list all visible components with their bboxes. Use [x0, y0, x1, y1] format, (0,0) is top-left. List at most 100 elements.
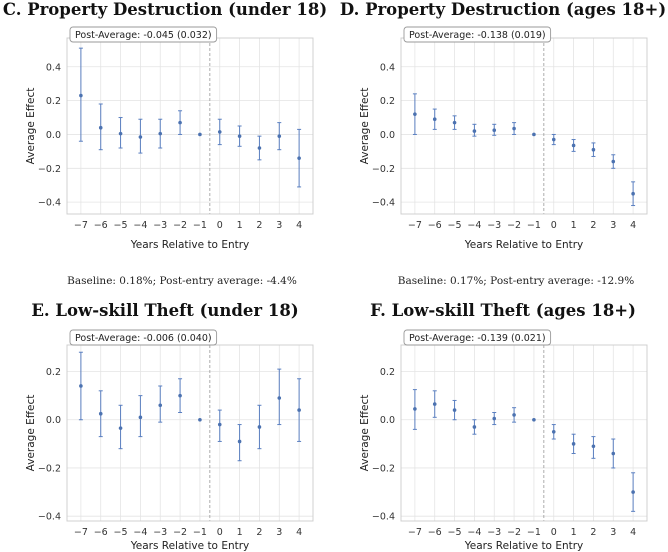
x-tick-label: −6: [428, 220, 442, 231]
data-point: [217, 130, 222, 134]
y-tick-label: 0.2: [46, 367, 61, 378]
x-tick-label: 2: [256, 527, 262, 538]
x-tick-label: −6: [94, 527, 108, 538]
x-tick-label: 4: [630, 220, 636, 231]
chart-title: F. Low-skill Theft (ages 18+): [370, 301, 636, 320]
y-tick-label: −0.4: [38, 512, 61, 523]
x-tick-label: −4: [133, 220, 147, 231]
x-tick-label: −5: [114, 527, 128, 538]
data-point: [277, 134, 282, 138]
y-tick-label: 0.0: [46, 130, 61, 141]
data-point: [591, 444, 596, 449]
annotation-box: [69, 329, 218, 346]
y-tick-label: 0.0: [380, 415, 395, 426]
y-tick-label: −0.2: [38, 164, 61, 175]
data-point: [79, 93, 83, 98]
data-point: [257, 146, 262, 150]
data-point: [237, 439, 242, 444]
data-point: [532, 132, 536, 137]
post-average-annotation: Post-Average: -0.045 (0.032): [75, 30, 212, 41]
data-point: [237, 134, 242, 138]
x-tick-label: −7: [74, 220, 88, 231]
data-point: [492, 416, 497, 421]
panel-c: C. Property Destruction (under 18) −0.4 −0…: [3, 0, 327, 287]
y-axis-label: Average Effect: [359, 88, 371, 165]
x-tick-label: 1: [237, 220, 243, 231]
x-tick-label: 2: [590, 220, 596, 231]
panel-f: F. Low-skill Theft (ages 18+) −0.4 −0.2 0.0…: [359, 301, 648, 552]
y-tick-label: −0.4: [38, 198, 61, 209]
x-tick-label: −6: [428, 527, 442, 538]
x-tick-label: 0: [217, 527, 223, 538]
x-tick-label: −1: [193, 527, 207, 538]
data-point: [591, 147, 596, 152]
data-point: [571, 442, 576, 446]
data-point: [532, 417, 536, 422]
data-point: [198, 417, 202, 422]
data-point: [452, 120, 457, 125]
post-average-annotation: Post-Average: -0.138 (0.019): [409, 30, 546, 41]
x-tick-label: −3: [153, 220, 167, 231]
data-point: [98, 125, 103, 130]
x-tick-label: 0: [217, 220, 223, 231]
data-point: [98, 411, 103, 416]
x-tick-label: −4: [133, 527, 147, 538]
x-tick-label: −4: [467, 220, 481, 231]
data-point: [138, 135, 143, 139]
post-average-annotation: Post-Average: -0.139 (0.021): [409, 333, 546, 344]
x-tick-label: 3: [610, 527, 616, 538]
x-tick-label: −1: [527, 527, 541, 538]
annotation-box: [403, 26, 552, 43]
x-tick-label: −2: [173, 220, 187, 231]
y-tick-label: 0.2: [380, 96, 395, 107]
data-point: [138, 415, 143, 420]
y-tick-label: −0.4: [372, 198, 395, 209]
x-tick-label: −4: [467, 527, 481, 538]
data-point: [631, 490, 635, 494]
y-tick-label: −0.2: [372, 164, 395, 175]
data-point: [413, 112, 417, 116]
chart-title: D. Property Destruction (ages 18+): [340, 0, 666, 19]
x-tick-label: 0: [551, 527, 557, 538]
y-tick-label: 0.2: [380, 367, 395, 378]
data-point: [631, 191, 635, 196]
panel-d: D. Property Destruction (ages 18+) −0.4 −0…: [340, 0, 666, 287]
y-axis-label: Average Effect: [359, 395, 371, 472]
data-point: [198, 132, 202, 137]
x-tick-label: 4: [296, 527, 302, 538]
data-point: [297, 156, 301, 160]
data-point: [118, 131, 123, 136]
data-point: [178, 393, 182, 398]
data-point: [158, 131, 163, 136]
x-tick-label: −3: [487, 527, 501, 538]
data-point: [611, 451, 616, 456]
x-tick-label: −5: [114, 220, 128, 231]
x-tick-label: −7: [74, 527, 88, 538]
x-axis-label: Years Relative to Entry: [130, 239, 250, 251]
data-point: [158, 403, 163, 408]
data-point: [79, 384, 83, 388]
x-tick-label: 0: [551, 220, 557, 231]
x-tick-label: −2: [507, 527, 521, 538]
y-tick-label: 0.0: [46, 415, 61, 426]
data-point: [551, 429, 556, 434]
data-point: [257, 425, 262, 429]
data-point: [512, 413, 516, 417]
data-point: [178, 120, 182, 125]
x-tick-label: 4: [296, 220, 302, 231]
data-point: [472, 425, 477, 429]
y-tick-label: 0.0: [380, 130, 395, 141]
y-axis-label: Average Effect: [25, 395, 37, 472]
annotation-box: [69, 26, 218, 43]
x-tick-label: −5: [448, 220, 462, 231]
x-axis-label: Years Relative to Entry: [130, 540, 250, 552]
y-tick-label: 0.2: [46, 96, 61, 107]
data-point: [492, 128, 497, 133]
y-tick-label: −0.2: [372, 463, 395, 474]
x-tick-label: 3: [276, 220, 282, 231]
x-tick-label: −5: [448, 527, 462, 538]
data-point: [472, 129, 477, 133]
x-tick-label: −7: [408, 527, 422, 538]
data-point: [432, 117, 437, 122]
